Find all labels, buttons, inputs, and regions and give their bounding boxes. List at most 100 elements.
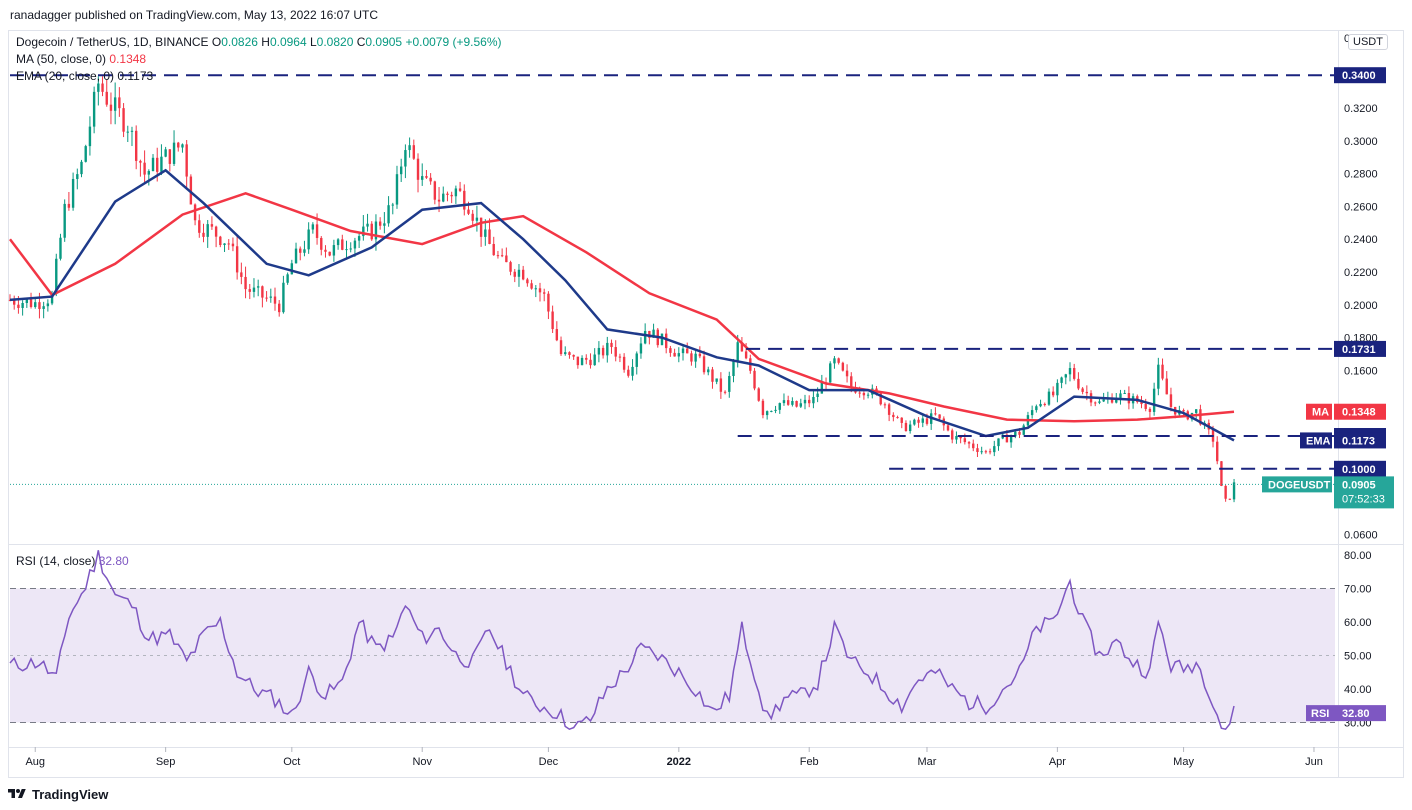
time-tick-label: Mar (918, 756, 937, 768)
candle-body (770, 410, 773, 412)
candle-body (1165, 378, 1168, 395)
rsi-legend[interactable]: RSI (14, close) 32.80 (16, 554, 129, 568)
open-label: O (211, 35, 222, 49)
candle-body (1169, 394, 1173, 407)
candle-body (938, 414, 941, 419)
candle-body (442, 193, 445, 202)
candle-body (622, 356, 626, 370)
candle-body (425, 176, 428, 178)
candle-body (387, 205, 390, 224)
candle-body (328, 251, 331, 256)
candle-body (235, 246, 239, 273)
level-price-label-bg (1334, 67, 1386, 84)
level-price-label-bg (1334, 460, 1386, 477)
bar-countdown-label: 07:52:33 (1342, 493, 1385, 505)
candle-body (160, 156, 163, 172)
candle-body (349, 248, 352, 250)
candle-body (118, 97, 121, 109)
candle-body (139, 160, 142, 163)
price-tick-label: 0.0600 (1344, 529, 1378, 541)
price-tick-label: 0.1600 (1344, 365, 1378, 377)
candle-body (67, 203, 71, 208)
candle-body (740, 342, 744, 352)
candle-body (551, 311, 554, 330)
low-value: 0.0820 (316, 35, 354, 49)
candle-body (934, 413, 937, 415)
candle-body (383, 223, 386, 226)
published-byline: ranadagger published on TradingView.com,… (10, 8, 379, 22)
candle-body (59, 237, 62, 259)
candle-body (980, 451, 983, 453)
candle-body (80, 161, 83, 175)
candle-body (517, 269, 521, 277)
time-tick-label: Aug (25, 756, 45, 768)
candle-body (307, 229, 310, 250)
candle-body (795, 401, 798, 407)
candle-body (782, 400, 786, 404)
candle-body (109, 104, 113, 111)
candle-body (837, 358, 840, 363)
candle-body (660, 333, 664, 346)
candle-body (496, 255, 500, 257)
candle-body (1232, 482, 1236, 500)
rsi-tick-label: 40.00 (1344, 684, 1372, 696)
candle-body (8, 299, 12, 301)
candle-body (761, 400, 765, 416)
candle-body (1098, 401, 1101, 403)
rsi-tick-label: 80.00 (1344, 550, 1372, 562)
ema-legend[interactable]: EMA (20, close, 0) 0.1173 (16, 69, 153, 83)
candle-body (988, 451, 992, 453)
candle-body (728, 376, 731, 392)
candle-body (521, 269, 525, 280)
candle-body (97, 83, 100, 92)
ma-legend-value: 0.1348 (109, 52, 147, 66)
ma-50-line (9, 191, 1235, 423)
change-value: +0.0079 (+9.56%) (405, 35, 502, 49)
candle-body (269, 296, 272, 298)
ma-tag: MA (1312, 407, 1329, 419)
ma-axis-label: 0.1348 (1342, 407, 1376, 419)
candle-body (946, 425, 950, 431)
candle-body (17, 304, 20, 308)
candle-body (1123, 393, 1126, 395)
time-tick-label: May (1173, 756, 1194, 768)
candle-body (744, 351, 748, 359)
candle-body (324, 249, 327, 252)
rsi-legend-value: 32.80 (98, 554, 129, 568)
candle-body (816, 393, 819, 397)
candle-body (105, 91, 108, 105)
current-price-label: 0.0905 (1342, 479, 1376, 491)
current-price-label-bg (1334, 476, 1394, 509)
candle-body (126, 131, 129, 133)
price-and-rsi-chart[interactable]: 0.06000.16000.18000.20000.22000.24000.26… (0, 0, 1412, 780)
candle-body (967, 442, 971, 444)
symbol-title: Dogecoin / TetherUS, 1D, BINANCE (16, 35, 209, 49)
candle-body (46, 303, 50, 307)
candle-body (273, 296, 277, 304)
candle-body (391, 204, 394, 206)
ma-legend[interactable]: MA (50, close, 0) 0.1348 (16, 52, 146, 66)
candle-body (820, 382, 824, 394)
candle-body (997, 438, 1000, 447)
price-tick-label: 0.3000 (1344, 136, 1378, 148)
candle-body (475, 217, 479, 221)
candle-body (892, 414, 895, 418)
candle-body (362, 226, 365, 237)
currency-selector[interactable]: USDT (1348, 34, 1388, 50)
candle-body (673, 352, 676, 357)
candle-body (904, 422, 908, 432)
candle-body (1199, 409, 1202, 425)
candle-body (1115, 397, 1118, 403)
candle-body (1216, 441, 1219, 462)
ema-tag: EMA (1306, 435, 1331, 447)
candle-body (614, 347, 617, 357)
candle-body (1030, 410, 1034, 416)
candle-body (576, 356, 580, 366)
candle-body (433, 181, 437, 200)
candle-body (294, 248, 298, 264)
time-tick-label: Nov (412, 756, 432, 768)
candle-body (652, 329, 655, 338)
candle-body (505, 255, 508, 263)
candle-body (601, 347, 605, 356)
rsi-tag: RSI (1311, 708, 1329, 720)
